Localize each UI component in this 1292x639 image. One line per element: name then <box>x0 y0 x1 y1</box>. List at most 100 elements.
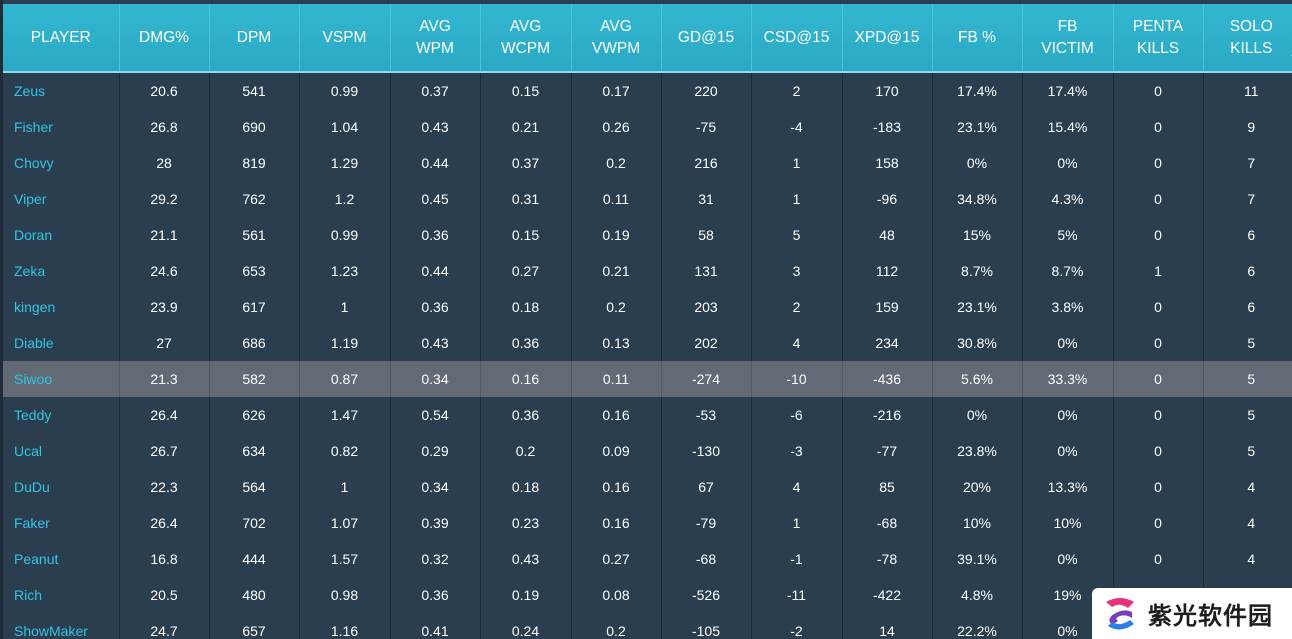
player-name-link[interactable]: Siwoo <box>3 361 120 397</box>
stat-cell-dmg-pct: 26.4 <box>119 397 210 433</box>
column-header-label: KILLS <box>1136 39 1180 57</box>
stat-cell-avg-wcpm: 0.27 <box>480 253 572 289</box>
column-header-label: KILLS <box>1230 39 1273 57</box>
player-name-link[interactable]: Zeus <box>3 72 120 109</box>
column-header-gd15[interactable]: GD@15 <box>661 4 752 73</box>
column-header-label: GD@15 <box>677 28 735 46</box>
stat-cell-fb-pct: 23.8% <box>932 433 1023 469</box>
stat-cell-dmg-pct: 21.1 <box>119 217 210 253</box>
player-name-link[interactable]: DuDu <box>3 469 120 505</box>
player-name-link[interactable]: Peanut <box>3 541 120 577</box>
stat-cell-avg-vwpm: 0.16 <box>571 505 662 541</box>
table-row: Viper 29.2 762 1.2 0.45 0.31 0.11 31 1 -96 34.8% 4.… <box>3 181 1292 217</box>
stat-cell-dmg-pct: 20.6 <box>119 72 210 109</box>
stat-cell-fb-victim: 3.8% <box>1022 289 1114 325</box>
stat-cell-xpd15: -216 <box>842 397 933 433</box>
stat-cell-xpd15: 48 <box>842 217 933 253</box>
stat-cell-csd15: -3 <box>751 433 843 469</box>
table-row: Ucal 26.7 634 0.82 0.29 0.2 0.09 -130 -3 -77 23.8%… <box>3 433 1292 469</box>
player-name-link[interactable]: Teddy <box>3 397 120 433</box>
stat-cell-avg-wcpm: 0.21 <box>480 109 572 145</box>
stat-cell-gd15: 220 <box>661 72 752 109</box>
stat-cell-avg-wpm: 0.34 <box>390 361 481 397</box>
stat-cell-dmg-pct: 23.9 <box>119 289 210 325</box>
stat-cell-xpd15: 14 <box>842 613 933 639</box>
stat-cell-avg-vwpm: 0.27 <box>571 541 662 577</box>
stat-cell-xpd15: -78 <box>842 541 933 577</box>
stat-cell-gd15: -130 <box>661 433 752 469</box>
column-header-label: AVG <box>600 17 632 35</box>
stat-cell-gd15: 203 <box>661 289 752 325</box>
stat-cell-csd15: 4 <box>751 469 843 505</box>
stat-cell-avg-vwpm: 0.2 <box>571 289 662 325</box>
stat-cell-solo-kills: 9 <box>1247 119 1256 135</box>
stat-cell-dpm: 582 <box>209 361 300 397</box>
stat-cell-penta-kills: 0 <box>1113 469 1204 505</box>
column-header-vspm[interactable]: VSPM <box>299 4 391 73</box>
column-header-player[interactable]: PLAYER <box>3 4 120 73</box>
player-name-link[interactable]: ShowMaker <box>3 613 120 639</box>
player-name-link[interactable]: Zeka <box>3 253 120 289</box>
column-header-fb-pct[interactable]: FB % <box>932 4 1023 73</box>
stat-cell-xpd15: 159 <box>842 289 933 325</box>
player-name-link[interactable]: Ucal <box>3 433 120 469</box>
stat-cell-dpm: 634 <box>209 433 300 469</box>
stat-cell-penta-kills: 0 <box>1113 72 1204 109</box>
stat-cell-csd15: 1 <box>751 505 843 541</box>
table-row: Peanut 16.8 444 1.57 0.32 0.43 0.27 -68 -1 -78 39.… <box>3 541 1292 577</box>
column-header-avg-vwpm[interactable]: AVG VWPM <box>571 4 662 73</box>
sort-desc-icon[interactable]: ↓ <box>1290 42 1292 64</box>
stat-cell-fb-pct: 39.1% <box>932 541 1023 577</box>
column-header-dmg-pct[interactable]: DMG% <box>119 4 210 73</box>
table-row: Fisher 26.8 690 1.04 0.43 0.21 0.26 -75 -4 -183 23… <box>3 109 1292 145</box>
stat-cell-csd15: -10 <box>751 361 843 397</box>
stat-cell-dpm: 617 <box>209 289 300 325</box>
column-header-penta-kills[interactable]: PENTA KILLS <box>1113 4 1204 73</box>
column-header-fb-victim[interactable]: FB VICTIM <box>1022 4 1114 73</box>
table-row: Diable 27 686 1.19 0.43 0.36 0.13 202 4 234 30.8% 0… <box>3 325 1292 361</box>
stat-cell-fb-pct: 20% <box>932 469 1023 505</box>
column-header-solo-kills[interactable]: SOLO KILLS ↓ <box>1203 4 1292 73</box>
stat-cell-fb-victim: 0% <box>1022 325 1114 361</box>
player-name-link[interactable]: Rich <box>3 577 120 613</box>
stat-cell-dmg-pct: 20.5 <box>119 577 210 613</box>
player-name-link[interactable]: Fisher <box>3 109 120 145</box>
stat-cell-csd15: 3 <box>751 253 843 289</box>
column-header-avg-wcpm[interactable]: AVG WCPM <box>480 4 572 73</box>
stat-cell-avg-wpm: 0.37 <box>390 72 481 109</box>
stat-cell-csd15: -6 <box>751 397 843 433</box>
player-name-link[interactable]: Faker <box>3 505 120 541</box>
stat-cell-dpm: 686 <box>209 325 300 361</box>
player-name-link[interactable]: Diable <box>3 325 120 361</box>
player-name-link[interactable]: Chovy <box>3 145 120 181</box>
player-name-link[interactable]: Viper <box>3 181 120 217</box>
stat-cell-fb-pct: 5.6% <box>932 361 1023 397</box>
table-row: Zeus 20.6 541 0.99 0.37 0.15 0.17 220 2 170 17.4% 1… <box>3 72 1292 109</box>
zg-logo-icon <box>1106 597 1134 630</box>
stat-cell-vspm: 1.47 <box>299 397 391 433</box>
stat-cell-fb-pct: 22.2% <box>932 613 1023 639</box>
column-header-dpm[interactable]: DPM <box>209 4 300 73</box>
stat-cell-xpd15: 158 <box>842 145 933 181</box>
column-header-xpd15[interactable]: XPD@15 <box>842 4 933 73</box>
column-header-label: DPM <box>236 28 272 46</box>
player-name-link[interactable]: kingen <box>3 289 120 325</box>
column-header-label: DMG% <box>139 28 189 46</box>
player-name-link[interactable]: Doran <box>3 217 120 253</box>
stat-cell-avg-wcpm: 0.16 <box>480 361 572 397</box>
stat-cell-fb-victim: 8.7% <box>1022 253 1114 289</box>
column-header-label: FB % <box>958 28 996 46</box>
stat-cell-xpd15: -77 <box>842 433 933 469</box>
stat-cell-gd15: -75 <box>661 109 752 145</box>
stat-cell-csd15: -2 <box>751 613 843 639</box>
stat-cell-avg-wpm: 0.41 <box>390 613 481 639</box>
column-header-csd15[interactable]: CSD@15 <box>751 4 843 73</box>
player-stats-table: PLAYER DMG% DPM VSPM AVG WPM AVG WCPM AVG VWPM GD@… <box>3 4 1292 639</box>
stat-cell-dmg-pct: 26.4 <box>119 505 210 541</box>
column-header-avg-wpm[interactable]: AVG WPM <box>390 4 481 73</box>
stat-cell-avg-wcpm: 0.36 <box>480 397 572 433</box>
stat-cell-avg-wpm: 0.36 <box>390 577 481 613</box>
stat-cell-penta-kills: 0 <box>1113 109 1204 145</box>
stat-cell-vspm: 1.04 <box>299 109 391 145</box>
